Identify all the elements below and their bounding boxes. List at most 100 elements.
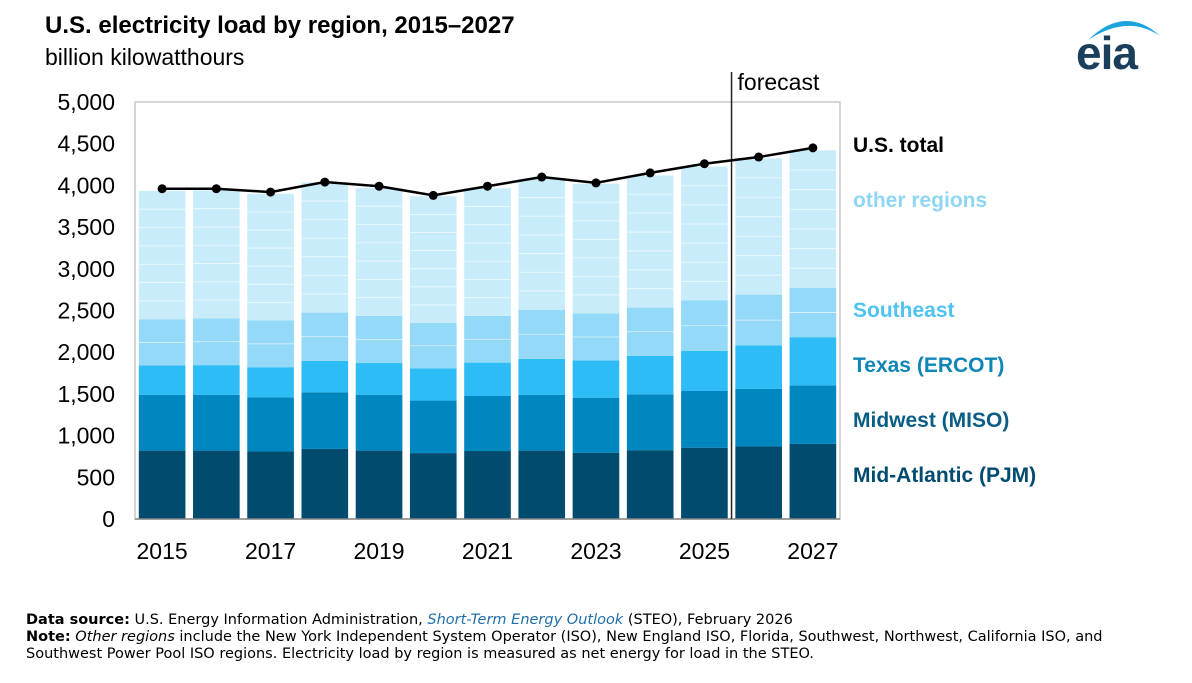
forecast-label: forecast [738,69,820,95]
bar-segment-mid-atlantic-pjm- [681,447,728,519]
x-tick-label: 2017 [245,538,296,564]
bar-segment-texas-ercot- [735,345,782,389]
bar-segment-mid-atlantic-pjm- [518,450,566,519]
bar-segment-texas-ercot- [138,365,186,395]
bar-segment-midwest-miso- [193,394,240,451]
bar-segment-other-regions [247,193,294,321]
bar-segment-midwest-miso- [735,388,782,447]
legend-label-midwest: Midwest (MISO) [853,409,1010,432]
note-italic: Other regions [75,629,175,645]
x-tick-label: 2021 [462,538,513,564]
us-total-point [645,168,655,178]
bar-segment-mid-atlantic-pjm- [464,451,511,519]
eia-logo: eia [1070,10,1170,80]
bar-segment-mid-atlantic-pjm- [789,443,837,519]
y-tick-label: 3,000 [57,256,115,282]
x-tick-label: 2027 [787,538,838,564]
y-tick-label: 2,500 [57,298,115,324]
x-tick-label: 2019 [353,538,404,564]
bar-segment-mid-atlantic-pjm- [138,450,186,519]
bar-segment-texas-ercot- [789,337,837,386]
bar-segment-texas-ercot- [193,365,240,395]
bar-segment-other-regions [572,183,620,314]
us-total-point [211,184,221,194]
bar-segment-texas-ercot- [301,360,349,393]
bar-segment-midwest-miso- [355,394,403,451]
bar-segment-mid-atlantic-pjm- [301,448,349,519]
y-tick-label: 1,000 [57,423,115,449]
source-text-2: (STEO), February 2026 [623,612,793,628]
bar-segment-midwest-miso- [301,392,349,449]
legend-label-texas: Texas (ERCOT) [853,354,1005,377]
bar-segment-other-regions [355,187,403,316]
bar-segment-mid-atlantic-pjm- [735,446,782,519]
source-text-1: U.S. Energy Information Administration, [129,612,428,628]
source-label: Data source: [26,612,130,628]
logo-swoosh-icon [1088,20,1160,40]
chart-title: U.S. electricity load by region, 2015–20… [45,12,515,39]
bar-segment-midwest-miso- [626,394,674,451]
bar-segment-midwest-miso- [138,394,186,451]
bar-segment-other-regions [626,175,674,308]
bar-segment-texas-ercot- [355,363,403,395]
bar-segment-other-regions [789,150,837,288]
bar-segment-mid-atlantic-pjm- [572,452,620,519]
bar-segment-other-regions [464,188,511,316]
bar-segment-midwest-miso- [409,400,457,454]
us-total-point [428,190,438,200]
bar-segment-other-regions [518,178,566,310]
bar-segment-midwest-miso- [789,385,837,444]
us-total-point [374,181,384,191]
x-tick-label: 2025 [679,538,730,564]
logo-text: eia [1076,27,1138,79]
us-total-point [808,143,818,153]
bar-segment-midwest-miso- [681,390,728,448]
us-total-point [320,177,330,187]
us-total-point [699,159,709,169]
note-text: include the New York Independent System … [26,629,1103,662]
us-total-point [266,187,276,197]
stacked-bar-chart: 0 500 1,000 1,500 2,000 2,500 3,000 3,500 4,000 4… [57,69,841,564]
bar-segment-other-regions [301,182,349,313]
bar-segment-texas-ercot- [409,368,457,401]
us-total-point [157,184,167,194]
bar-segment-texas-ercot- [626,355,674,395]
bar-segment-other-regions [735,158,782,295]
bar-segment-mid-atlantic-pjm- [355,450,403,519]
y-tick-label: 500 [77,464,115,490]
bar-segment-other-regions [138,190,186,320]
bar-segment-mid-atlantic-pjm- [193,450,240,519]
bar-segment-other-regions [681,166,728,301]
us-total-point [591,178,601,188]
y-tick-label: 1,500 [57,381,115,407]
data-source-line: Data source: U.S. Energy Information Adm… [26,612,1176,629]
bar-segment-mid-atlantic-pjm- [409,453,457,519]
bar-segment-other-regions [193,190,240,319]
bar-segment-midwest-miso- [247,397,294,452]
y-tick-label: 4,000 [57,172,115,198]
y-tick-label: 3,500 [57,214,115,240]
chart-subtitle: billion kilowatthours [45,44,245,70]
bar-segment-midwest-miso- [572,397,620,453]
bar-segment-midwest-miso- [518,394,566,451]
bar-segment-other-regions [409,196,457,324]
bar-segment-texas-ercot- [681,350,728,391]
us-total-point [754,152,764,162]
footer-notes: Data source: U.S. Energy Information Adm… [26,612,1176,663]
bar-segment-mid-atlantic-pjm- [247,451,294,519]
y-tick-label: 4,500 [57,131,115,157]
x-tick-label: 2015 [137,538,188,564]
legend-label-southeast: Southeast [853,299,955,322]
bar-segment-texas-ercot- [247,367,294,398]
y-tick-label: 2,000 [57,339,115,365]
x-tick-label: 2023 [570,538,621,564]
us-total-point [537,172,547,182]
bar-segment-mid-atlantic-pjm- [626,450,674,519]
steo-link[interactable]: Short-Term Energy Outlook [427,612,624,628]
bar-segment-texas-ercot- [464,362,511,396]
bar-segment-midwest-miso- [464,395,511,452]
legend-label-us-total: U.S. total [853,134,945,157]
bar-segment-texas-ercot- [518,358,566,395]
legend-label-other-regions: other regions [853,189,988,212]
bar-segment-texas-ercot- [572,360,620,398]
